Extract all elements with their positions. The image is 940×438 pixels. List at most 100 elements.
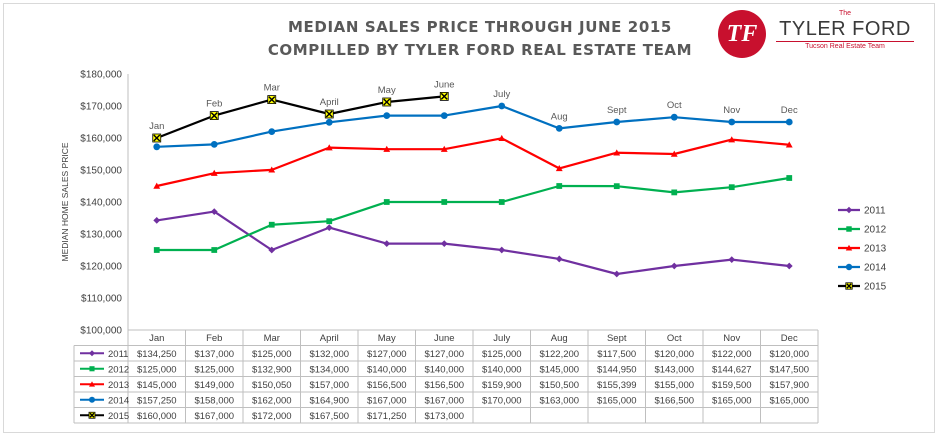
legend-marker <box>845 206 853 214</box>
x-tick-label: May <box>378 333 396 344</box>
chart-title: MEDIAN SALES PRICE THROUGH JUNE 2015 <box>288 18 672 36</box>
table-cell: $140,000 <box>482 364 522 375</box>
data-point <box>383 145 391 152</box>
data-point <box>382 97 392 107</box>
table-cell: $140,000 <box>424 364 464 375</box>
series-2015 <box>152 92 449 143</box>
data-point <box>728 118 736 126</box>
data-label-month: Nov <box>723 105 740 116</box>
data-point <box>440 112 448 119</box>
table-cell: $127,000 <box>367 349 407 360</box>
table-cell: $125,000 <box>194 364 234 375</box>
table-cell: $156,500 <box>367 380 407 391</box>
legend-label: 2013 <box>864 244 887 255</box>
data-point <box>498 246 506 254</box>
legend-item-2015: 2015 <box>838 282 887 293</box>
table-cell: $127,000 <box>424 349 464 360</box>
table-cell: $157,250 <box>137 395 177 406</box>
x-tick-label: Aug <box>551 333 568 344</box>
logo-brand: TYLER FORD <box>779 18 911 40</box>
table-cell: $171,250 <box>367 411 407 422</box>
table-cell: $117,500 <box>597 349 636 360</box>
table-cell: $132,900 <box>252 364 292 375</box>
table-cell: $149,000 <box>194 380 234 391</box>
series-line-2013 <box>156 137 790 188</box>
data-point <box>268 221 275 228</box>
table-cell: $134,250 <box>137 349 177 360</box>
data-point <box>670 113 678 121</box>
data-point <box>555 255 563 263</box>
legend-item-2012: 2012 <box>838 225 887 236</box>
data-label-month: April <box>320 97 339 108</box>
table-cell: $165,000 <box>712 395 752 406</box>
table-cell: $173,000 <box>424 411 464 422</box>
data-point <box>613 183 620 190</box>
data-point <box>210 169 218 176</box>
table-legend-marker <box>89 366 95 372</box>
y-tick-label: $140,000 <box>80 198 122 209</box>
legend-marker <box>846 226 852 232</box>
table-cell: $160,000 <box>137 411 177 422</box>
data-point <box>326 218 333 225</box>
table-cell: $125,000 <box>137 364 177 375</box>
data-point <box>555 124 563 132</box>
table-cell: $134,000 <box>309 364 349 375</box>
x-tick-label: April <box>320 333 339 344</box>
legend-marker <box>845 263 853 271</box>
data-point <box>670 262 678 270</box>
y-tick-label: $150,000 <box>80 166 122 177</box>
data-point <box>325 144 333 151</box>
table-series-name: 2014 <box>108 395 129 406</box>
data-point <box>498 102 506 110</box>
data-label-month: Mar <box>264 83 280 94</box>
data-point <box>153 143 161 151</box>
data-point <box>325 118 333 126</box>
table-cell: $167,000 <box>367 395 407 406</box>
y-tick-label: $180,000 <box>80 70 122 81</box>
data-point <box>325 224 333 231</box>
table-cell: $155,000 <box>654 380 694 391</box>
table-cell: $172,000 <box>252 411 292 422</box>
data-point <box>728 136 736 143</box>
x-tick-label: Nov <box>723 333 740 344</box>
table-cell: $125,000 <box>482 349 522 360</box>
data-point <box>153 217 161 224</box>
table-series-name: 2013 <box>108 380 129 391</box>
table-cell: $170,000 <box>482 395 522 406</box>
table-cell: $145,000 <box>137 380 177 391</box>
data-point <box>153 182 161 189</box>
legend-label: 2011 <box>864 206 886 217</box>
data-point <box>498 199 505 205</box>
table-cell: $150,500 <box>539 380 579 391</box>
data-point <box>440 145 448 152</box>
data-point <box>439 92 449 101</box>
data-point <box>268 128 276 136</box>
data-label-month: Oct <box>667 100 682 111</box>
data-label-month: June <box>434 79 455 90</box>
data-point <box>555 165 563 172</box>
table-cell: $159,900 <box>482 380 522 391</box>
table-cell: $120,000 <box>769 349 809 360</box>
x-tick-label: Dec <box>781 333 798 344</box>
x-tick-label: Mar <box>264 333 280 344</box>
series-2012 <box>153 175 793 253</box>
data-point <box>440 240 448 247</box>
legend-marker <box>845 282 853 290</box>
y-tick-label: $110,000 <box>81 294 122 305</box>
logo-the: The <box>838 10 852 17</box>
table-series-name: 2012 <box>108 364 129 375</box>
table-cell: $144,950 <box>597 364 637 375</box>
data-point <box>728 256 736 263</box>
data-point <box>498 134 506 142</box>
table-cell: $166,500 <box>654 395 694 406</box>
data-point <box>785 141 793 148</box>
data-point <box>613 270 621 278</box>
legend-label: 2014 <box>864 263 887 274</box>
chart-frame <box>3 3 935 433</box>
table-cell: $137,000 <box>194 349 234 360</box>
table-cell: $167,500 <box>309 411 349 422</box>
series-line-2012 <box>156 176 790 252</box>
table-cell: $120,000 <box>654 349 694 360</box>
series-line-2011 <box>156 210 790 276</box>
series-2013 <box>153 134 793 189</box>
